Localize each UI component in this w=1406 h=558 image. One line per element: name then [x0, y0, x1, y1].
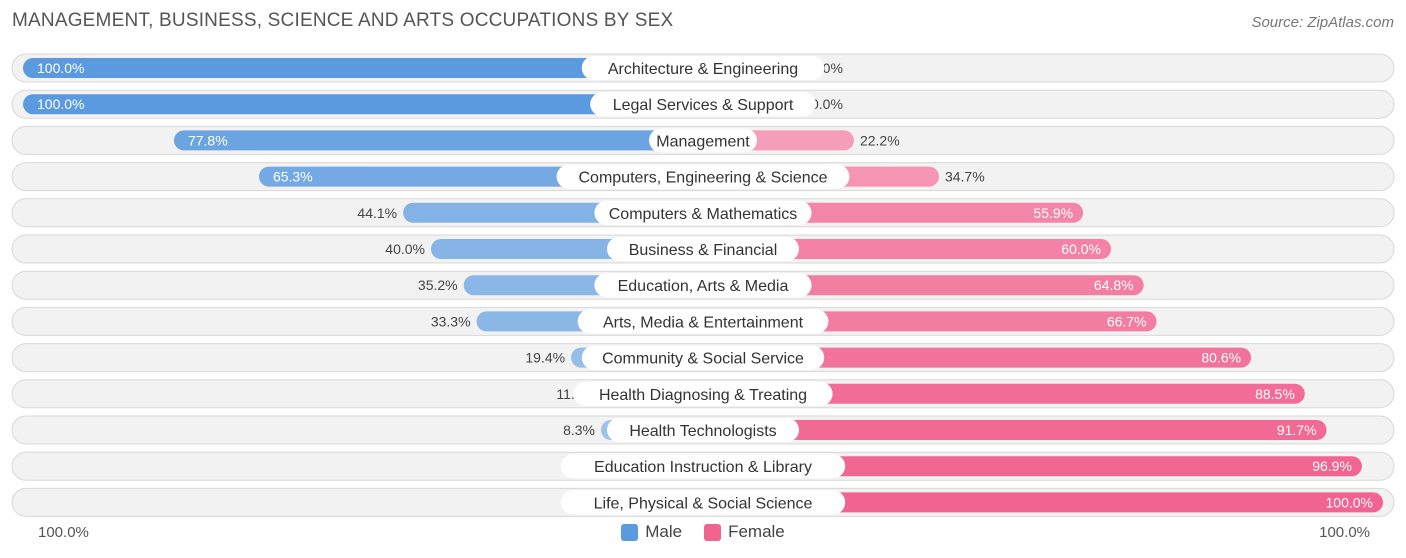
male-value-label: 19.4%: [525, 350, 565, 366]
category-label: Architecture & Engineering: [608, 61, 798, 78]
category-label-pill: [590, 92, 816, 117]
category-label-pill: [581, 345, 825, 370]
female-bar: [703, 239, 1111, 259]
category-label: Life, Physical & Social Science: [594, 495, 813, 512]
legend-male-swatch: [621, 523, 639, 541]
male-value-label: 65.3%: [273, 169, 313, 185]
category-label-pill: [560, 490, 846, 515]
female-value-label: 100.0%: [1326, 494, 1373, 510]
category-label-pill: [573, 381, 833, 406]
female-value-label: 91.7%: [1277, 422, 1317, 438]
male-value-label: 35.2%: [418, 277, 458, 293]
category-label: Community & Social Service: [602, 351, 804, 368]
legend-female: Female: [704, 522, 785, 542]
category-label-pill: [594, 200, 812, 225]
male-bar: [173, 130, 703, 151]
category-label-pill: [649, 128, 757, 153]
axis-right-label: 100.0%: [1319, 524, 1370, 541]
female-value-label: 66.7%: [1107, 313, 1147, 329]
female-value-label: 60.0%: [1061, 241, 1101, 257]
category-label-pill: [607, 418, 799, 442]
legend-female-label: Female: [728, 522, 785, 541]
category-label-pill: [556, 164, 850, 189]
axis-left-label: 100.0%: [38, 524, 89, 541]
female-value-label: 96.9%: [1312, 458, 1352, 474]
category-label: Arts, Media & Entertainment: [603, 314, 804, 331]
category-label: Education Instruction & Library: [594, 459, 812, 476]
category-label: Education, Arts & Media: [618, 278, 789, 295]
male-bar: [23, 94, 703, 115]
source-label: Source: ZipAtlas.com: [1251, 14, 1394, 31]
male-value-label: 40.0%: [385, 241, 425, 257]
legend: Male Female: [0, 522, 1406, 542]
female-bar: [703, 275, 1144, 296]
category-label: Business & Financial: [629, 242, 778, 259]
female-value-label: 55.9%: [1033, 205, 1073, 221]
chart-title: MANAGEMENT, BUSINESS, SCIENCE AND ARTS O…: [12, 10, 674, 31]
male-value-label: 100.0%: [37, 96, 84, 112]
category-label: Legal Services & Support: [613, 97, 794, 114]
male-value-label: 100.0%: [37, 60, 84, 76]
category-label: Health Technologists: [629, 423, 776, 440]
chart-area: 100.0% 0.0% Architecture & Engineering 100.…: [11, 53, 1395, 517]
male-bar: [23, 58, 703, 78]
legend-male: Male: [621, 522, 682, 542]
category-label-pill: [577, 309, 829, 334]
male-value-label: 33.3%: [431, 313, 471, 329]
female-value-label: 64.8%: [1094, 277, 1134, 293]
female-bar: [703, 347, 1252, 368]
male-value-label: 8.3%: [563, 422, 595, 438]
legend-male-label: Male: [645, 522, 683, 541]
category-label: Computers & Mathematics: [609, 206, 798, 223]
female-bar: [703, 383, 1305, 404]
legend-female-swatch: [704, 523, 722, 541]
female-value-label: 80.6%: [1201, 350, 1241, 366]
female-value-label: 88.5%: [1255, 386, 1295, 402]
female-bar: [703, 492, 1383, 513]
female-value-label: 0.0%: [811, 96, 843, 112]
category-label-pill: [560, 454, 846, 479]
female-value-label: 22.2%: [860, 132, 900, 148]
category-label: Management: [656, 133, 750, 150]
category-label-pill: [594, 273, 812, 298]
male-value-label: 44.1%: [357, 205, 397, 221]
category-label-pill: [581, 56, 825, 80]
male-value-label: 77.8%: [188, 132, 228, 148]
category-label: Computers, Engineering & Science: [578, 170, 827, 187]
female-bar: [703, 420, 1327, 440]
category-label: Health Diagnosing & Treating: [599, 387, 807, 404]
female-value-label: 34.7%: [945, 169, 985, 185]
female-bar: [703, 456, 1362, 477]
category-label-pill: [607, 237, 799, 261]
